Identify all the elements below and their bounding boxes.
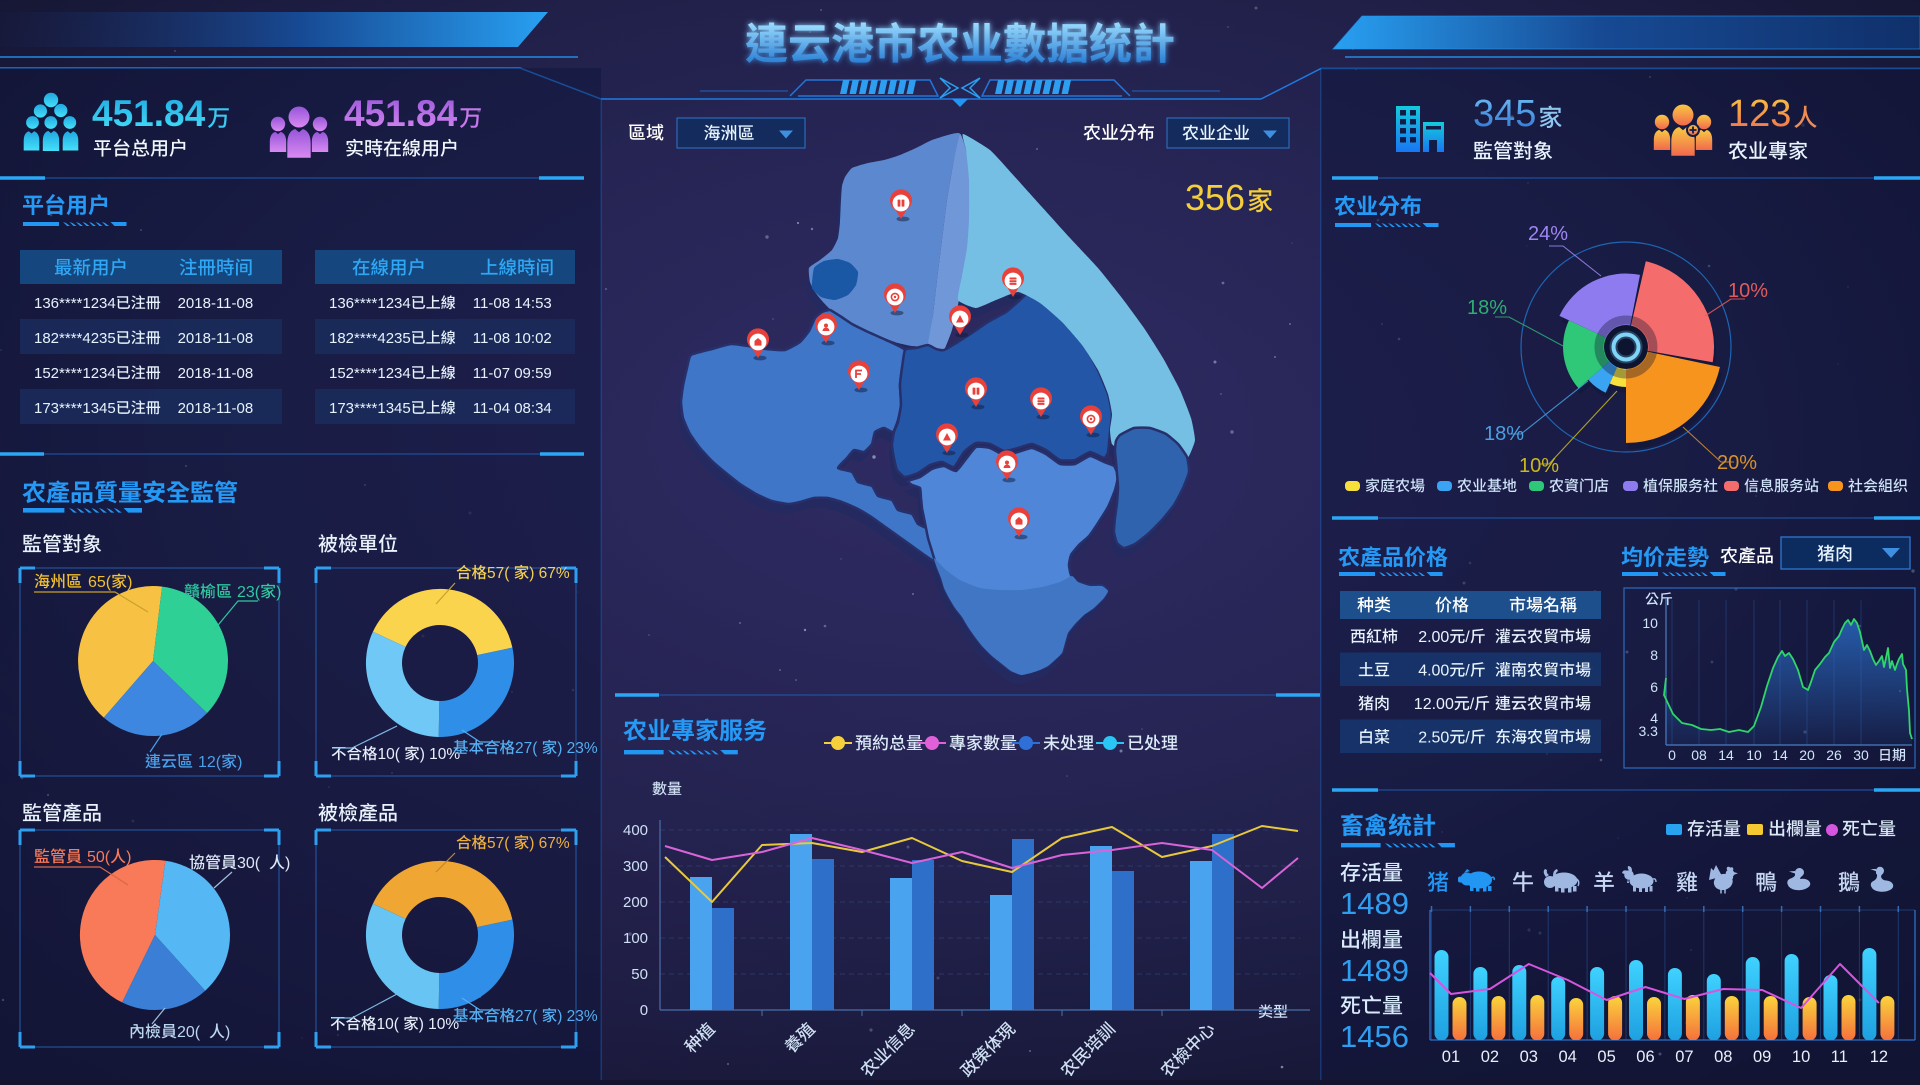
- svg-text:2018-11-08: 2018-11-08: [178, 400, 254, 417]
- svg-text:12: 12: [1870, 1048, 1888, 1066]
- svg-text:03: 03: [1520, 1048, 1538, 1066]
- svg-text:08: 08: [1691, 747, 1707, 763]
- svg-text:136****1234: 136****1234: [329, 295, 411, 312]
- svg-text:400: 400: [623, 822, 648, 839]
- svg-text:11-04 08:34: 11-04 08:34: [473, 400, 552, 417]
- svg-text:65(: 65(: [88, 574, 112, 591]
- svg-text:): ): [285, 855, 290, 872]
- svg-text:02: 02: [1481, 1048, 1499, 1066]
- svg-text:12.00: 12.00: [1414, 696, 1454, 713]
- svg-text:173****1345: 173****1345: [329, 400, 411, 417]
- svg-text:10(: 10(: [378, 746, 401, 763]
- svg-text:10: 10: [1746, 747, 1762, 763]
- svg-text:26: 26: [1826, 747, 1842, 763]
- svg-text:10%: 10%: [1519, 455, 1559, 477]
- svg-text:11-08 14:53: 11-08 14:53: [473, 295, 552, 312]
- svg-text:20(: 20(: [177, 1024, 201, 1041]
- svg-text:30: 30: [1853, 747, 1869, 763]
- svg-text:): ): [237, 754, 242, 771]
- svg-text:123: 123: [1728, 93, 1791, 135]
- svg-text:12(: 12(: [198, 754, 222, 771]
- svg-text:356: 356: [1185, 177, 1245, 218]
- svg-text:) 23%: ) 23%: [557, 1008, 598, 1025]
- svg-text:24%: 24%: [1528, 223, 1568, 245]
- svg-text:1489: 1489: [1340, 953, 1409, 988]
- svg-text:11: 11: [1831, 1048, 1848, 1066]
- svg-text:) 10%: ) 10%: [419, 1016, 460, 1033]
- svg-text:2018-11-08: 2018-11-08: [178, 365, 254, 382]
- svg-text:04: 04: [1559, 1048, 1577, 1066]
- svg-text:345: 345: [1473, 93, 1536, 135]
- svg-text:27(: 27(: [515, 1008, 538, 1025]
- svg-text:/: /: [1465, 663, 1470, 680]
- svg-text:8: 8: [1650, 647, 1658, 663]
- svg-text:152****1234: 152****1234: [34, 365, 116, 382]
- svg-text:100: 100: [623, 930, 648, 947]
- svg-text:0: 0: [1668, 747, 1676, 763]
- svg-text:6: 6: [1650, 679, 1658, 695]
- svg-text:20: 20: [1799, 747, 1815, 763]
- svg-text:) 67%: ) 67%: [529, 565, 570, 582]
- svg-text:09: 09: [1753, 1048, 1771, 1066]
- svg-text:57(: 57(: [487, 565, 510, 582]
- svg-text:173****1345: 173****1345: [34, 400, 116, 417]
- svg-text:) 23%: ) 23%: [557, 740, 598, 757]
- svg-text:27(: 27(: [515, 740, 538, 757]
- svg-text:3.3: 3.3: [1639, 723, 1659, 739]
- svg-text:2.00: 2.00: [1418, 629, 1449, 646]
- svg-text:/: /: [1465, 730, 1470, 747]
- svg-text:): ): [225, 1024, 230, 1041]
- svg-text:08: 08: [1714, 1048, 1732, 1066]
- svg-text:10: 10: [1642, 615, 1658, 631]
- svg-text:11-07 09:59: 11-07 09:59: [473, 365, 552, 382]
- svg-text:07: 07: [1675, 1048, 1693, 1066]
- svg-text:01: 01: [1442, 1048, 1460, 1066]
- svg-text:20%: 20%: [1717, 452, 1757, 474]
- svg-text:50: 50: [631, 966, 648, 983]
- svg-text:10(: 10(: [377, 1016, 400, 1033]
- svg-text:0: 0: [640, 1002, 648, 1019]
- svg-text:2.50: 2.50: [1418, 730, 1449, 747]
- svg-text:1456: 1456: [1340, 1019, 1409, 1054]
- svg-text:2018-11-08: 2018-11-08: [178, 330, 254, 347]
- svg-text:): ): [127, 574, 132, 591]
- svg-text:451.84: 451.84: [344, 93, 458, 134]
- svg-text:): ): [126, 849, 131, 866]
- svg-text:136****1234: 136****1234: [34, 295, 116, 312]
- svg-text:23(: 23(: [237, 584, 261, 601]
- svg-text:182****4235: 182****4235: [34, 330, 116, 347]
- svg-text:152****1234: 152****1234: [329, 365, 411, 382]
- svg-text:14: 14: [1718, 747, 1734, 763]
- svg-text:/: /: [1470, 696, 1475, 713]
- svg-text:): ): [276, 584, 281, 601]
- svg-text:05: 05: [1597, 1048, 1615, 1066]
- svg-text:/: /: [1465, 629, 1470, 646]
- svg-text:451.84: 451.84: [92, 93, 206, 134]
- svg-text:1489: 1489: [1340, 886, 1409, 921]
- svg-text:57(: 57(: [487, 835, 510, 852]
- svg-text:) 67%: ) 67%: [529, 835, 570, 852]
- svg-text:) 10%: ) 10%: [420, 746, 461, 763]
- svg-text:06: 06: [1636, 1048, 1654, 1066]
- svg-text:30(: 30(: [237, 855, 261, 872]
- svg-text:4.00: 4.00: [1418, 663, 1449, 680]
- svg-text:10%: 10%: [1728, 280, 1768, 302]
- svg-text:18%: 18%: [1467, 297, 1507, 319]
- svg-text:2018-11-08: 2018-11-08: [178, 295, 254, 312]
- svg-text:4: 4: [1650, 710, 1658, 726]
- svg-text:10: 10: [1792, 1048, 1810, 1066]
- svg-text:14: 14: [1772, 747, 1788, 763]
- svg-text:50(: 50(: [87, 849, 111, 866]
- svg-text:18%: 18%: [1484, 423, 1524, 445]
- svg-text:300: 300: [623, 858, 648, 875]
- svg-text:11-08 10:02: 11-08 10:02: [473, 330, 552, 347]
- svg-text:182****4235: 182****4235: [329, 330, 411, 347]
- svg-text:200: 200: [623, 894, 648, 911]
